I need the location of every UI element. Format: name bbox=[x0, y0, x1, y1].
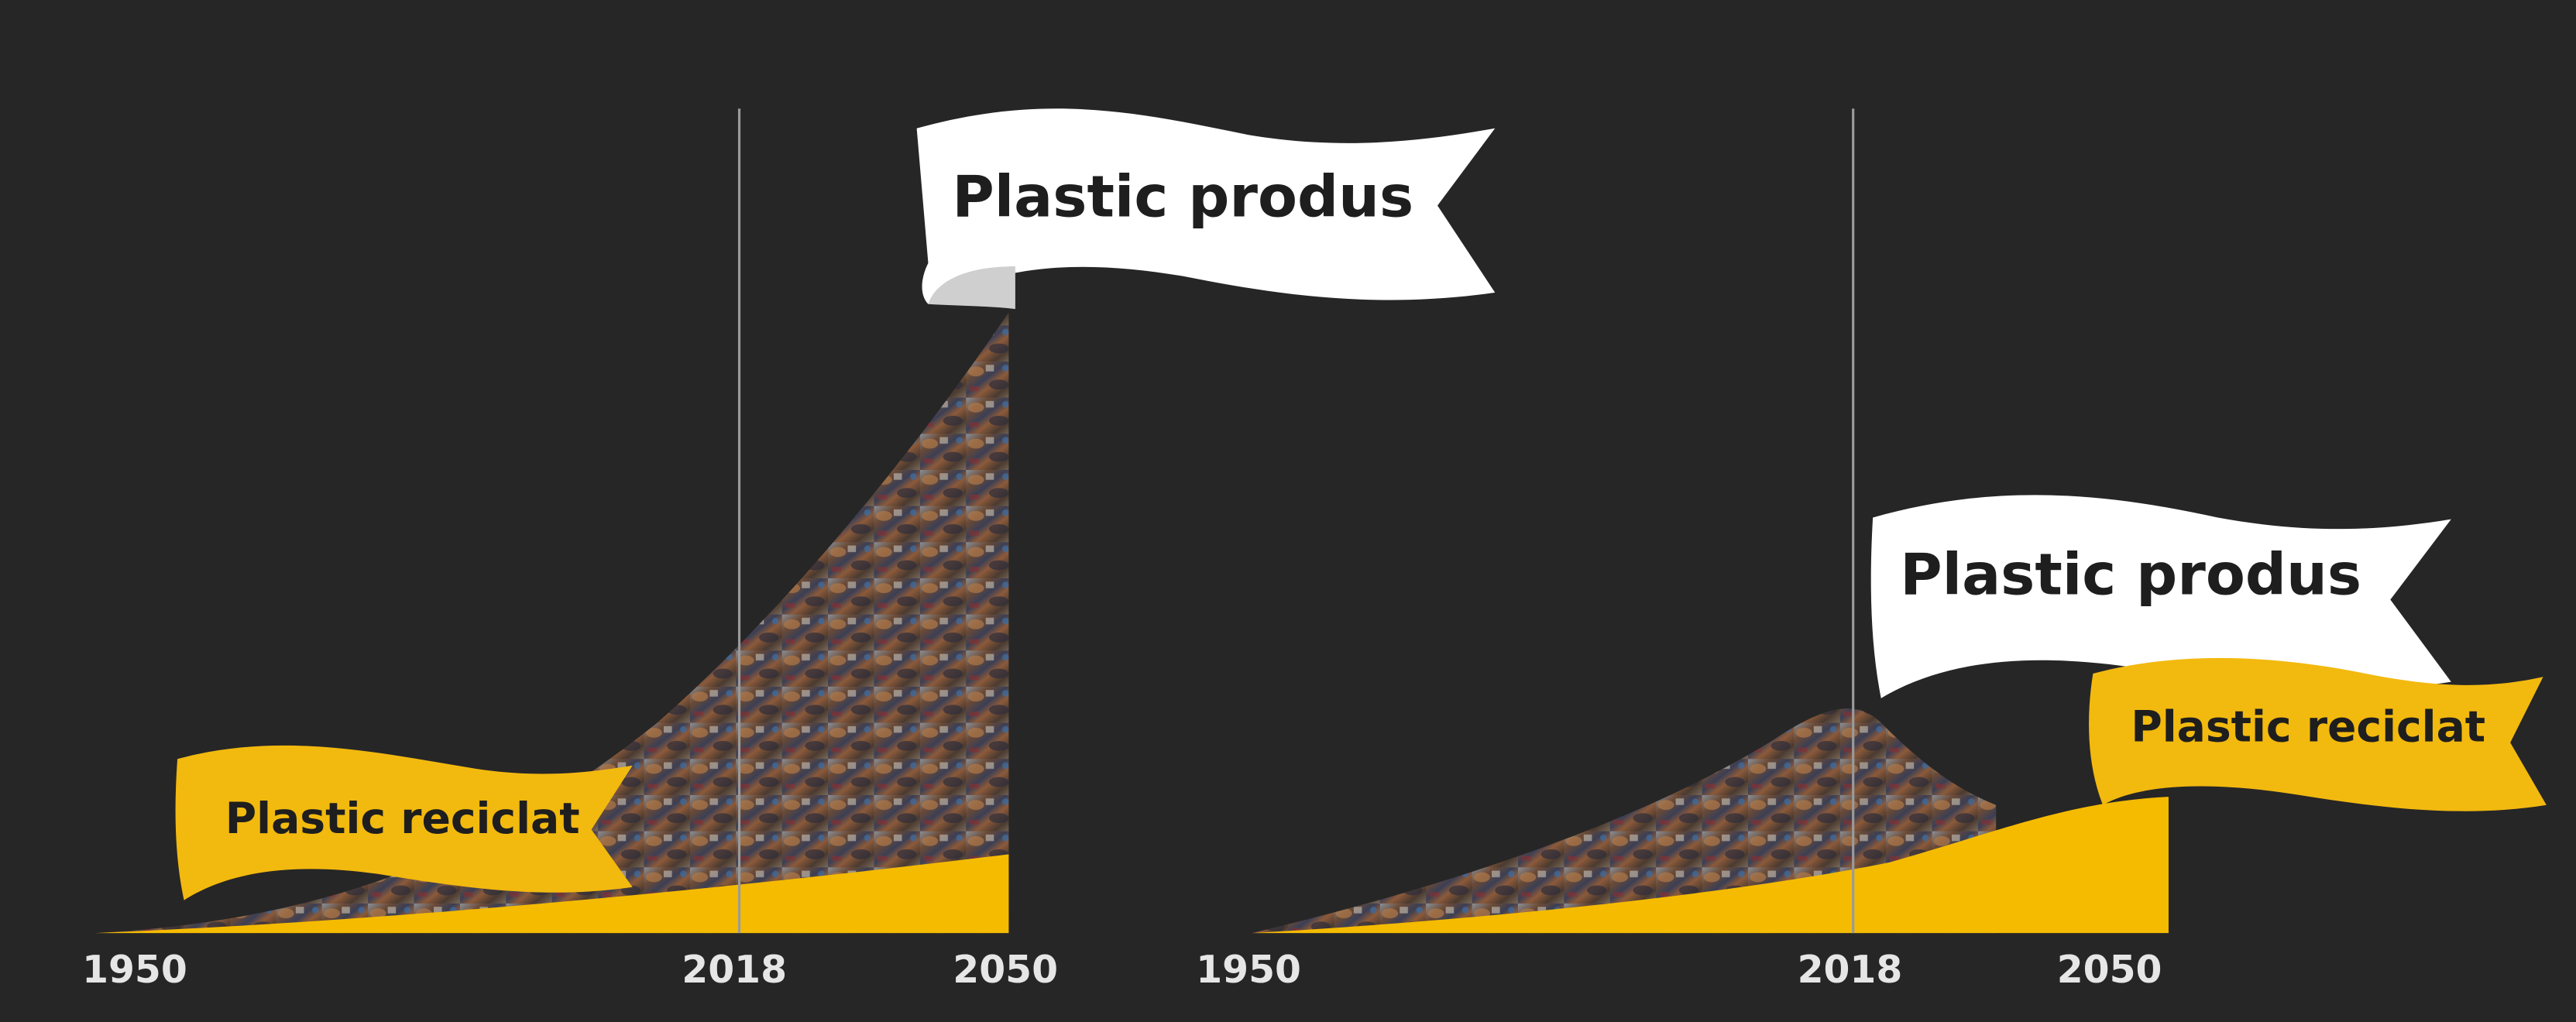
produced-label: Plastic produs bbox=[952, 163, 1413, 231]
recycled-label: Plastic reciclat bbox=[225, 794, 580, 844]
year-label: 1950 bbox=[82, 948, 187, 992]
infographic: Plastic produs Plastic reciclat 1950 201… bbox=[0, 0, 2576, 1022]
year-label: 1950 bbox=[1196, 948, 1301, 992]
recycled-label: Plastic reciclat bbox=[2131, 702, 2485, 752]
year-label: 2018 bbox=[1798, 948, 1903, 992]
year-label: 2018 bbox=[682, 948, 787, 992]
year-label: 2050 bbox=[953, 948, 1058, 992]
page: {"panels": [ {"produced_flag": "Plastic … bbox=[0, 0, 2576, 1022]
year-label: 2050 bbox=[2057, 948, 2162, 992]
produced-label: Plastic produs bbox=[1900, 540, 2361, 608]
